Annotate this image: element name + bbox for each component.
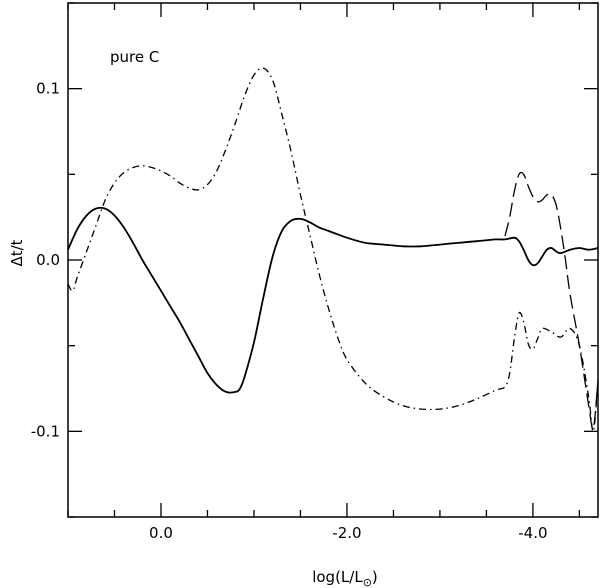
plot-lines — [67, 67, 599, 432]
y-axis-label: Δt/t — [8, 239, 26, 266]
y-tick-label: -0.1 — [31, 422, 60, 440]
series-line-longdash — [504, 171, 599, 430]
series-line-solid — [67, 206, 599, 394]
y-tick-label: 0.0 — [36, 251, 60, 269]
x-tick-label: 0.0 — [149, 524, 173, 542]
x-axis-label: log(L/L⊙) — [312, 568, 378, 588]
pure-c-annotation: pure C — [110, 48, 159, 66]
x-tick-label: -2.0 — [332, 524, 361, 542]
plot-frame — [67, 2, 599, 518]
y-tick-label: 0.1 — [36, 80, 60, 98]
tick-labels: 0.0 -2.0 -4.0 -0.1 0.0 0.1 — [31, 80, 548, 542]
x-tick-label: -4.0 — [518, 524, 547, 542]
series-line-dashdot — [67, 67, 599, 432]
axis-ticks — [67, 2, 598, 518]
